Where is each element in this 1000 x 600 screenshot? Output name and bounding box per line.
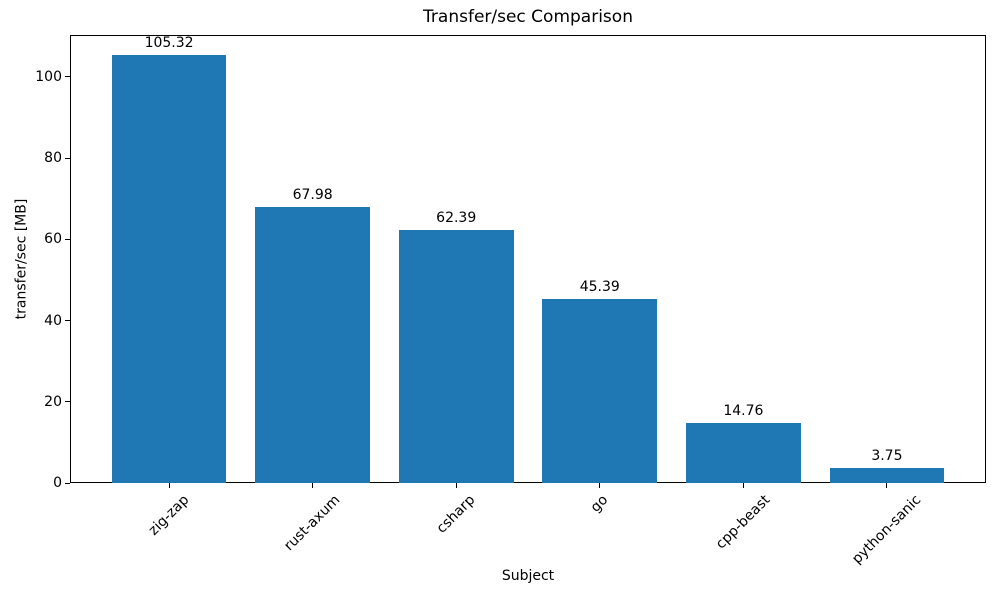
bar-rust-axum — [255, 206, 371, 483]
bar-zig-zap — [111, 55, 227, 483]
x-tick-label-cpp-beast: cpp-beast — [712, 492, 774, 553]
x-tick-mark — [168, 483, 170, 488]
x-tick-label-zig-zap: zig-zap — [145, 492, 193, 539]
bar-value-label: 14.76 — [723, 403, 764, 420]
y-tick-mark — [65, 76, 70, 78]
x-axis-label: Subject — [501, 568, 555, 584]
bar-value-label: 105.32 — [144, 35, 194, 52]
bar-cpp-beast — [685, 423, 801, 483]
x-tick-label-go: go — [587, 492, 612, 516]
x-tick-mark — [455, 483, 457, 488]
y-tick-mark — [65, 157, 70, 159]
y-tick-mark — [65, 401, 70, 403]
x-tick-label-python-sanic: python-sanic — [848, 492, 925, 568]
bar-value-label: 3.75 — [871, 447, 903, 464]
y-tick-label: 60 — [44, 231, 62, 248]
chart-title: Transfer/sec Comparison — [423, 7, 633, 27]
bar-csharp — [398, 229, 514, 483]
x-tick-mark — [312, 483, 314, 488]
bar-value-label: 45.39 — [579, 278, 620, 295]
x-tick-label-csharp: csharp — [433, 492, 479, 537]
y-tick-label: 80 — [44, 150, 62, 167]
x-tick-label-rust-axum: rust-axum — [281, 492, 344, 555]
y-tick-mark — [65, 320, 70, 322]
x-tick-mark — [886, 483, 888, 488]
x-tick-mark — [599, 483, 601, 488]
y-axis-label: transfer/sec [MB] — [13, 198, 30, 320]
bar-value-label: 67.98 — [292, 186, 333, 203]
y-tick-label: 100 — [35, 68, 62, 85]
y-tick-mark — [65, 238, 70, 240]
y-tick-mark — [65, 482, 70, 484]
x-tick-mark — [742, 483, 744, 488]
bar-go — [542, 298, 658, 483]
y-tick-label: 40 — [44, 312, 62, 329]
y-tick-label: 0 — [53, 475, 62, 491]
bar-python-sanic — [829, 467, 945, 483]
y-tick-label: 20 — [44, 393, 62, 410]
bar-value-label: 62.39 — [436, 209, 477, 226]
